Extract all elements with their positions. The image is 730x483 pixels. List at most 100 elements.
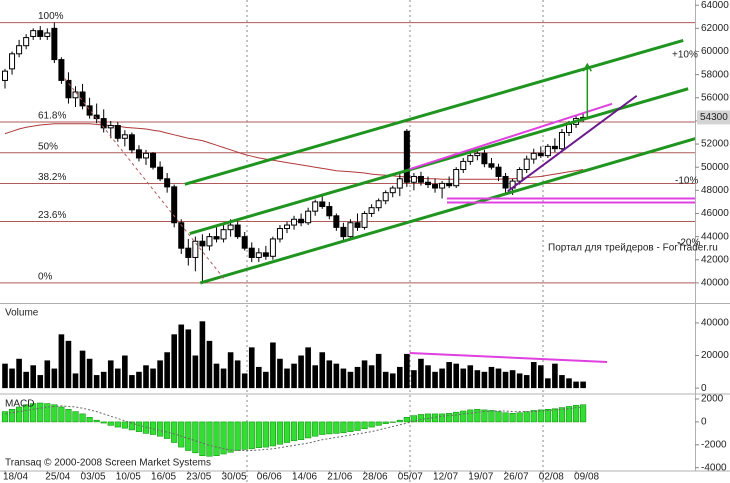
bar [206,421,213,457]
bar [326,360,333,389]
candle-body [354,222,361,228]
bar [446,413,453,423]
bar [565,406,573,423]
candle-body [298,218,305,224]
candle-body [9,53,16,70]
bar [488,366,495,389]
candle-body [382,192,389,202]
bar [72,411,79,423]
bar [474,409,481,423]
candle-body [143,152,149,159]
fib-label: 38.2% [38,172,66,183]
bar [291,363,297,389]
bar [375,353,382,389]
annotation: -20% [677,238,700,249]
y-tick-label: 64000 [701,0,729,11]
bar [44,403,51,423]
candle-body [347,222,354,238]
bar [361,421,368,430]
candle-body [269,238,276,257]
candle-body [495,166,502,177]
panel-title: Volume [5,308,39,319]
bar [305,421,312,439]
y-tick-label: 20000 [701,350,729,361]
bar [128,421,136,431]
x-tick-label: 21/06 [327,472,352,483]
fib-label: 50% [38,141,58,152]
bar [516,412,523,423]
bar [37,375,44,389]
candle-body [171,186,178,224]
bar [495,368,502,389]
bar [185,421,192,451]
bar [347,371,354,389]
bar [467,365,474,389]
x-tick-label: 02/08 [539,472,564,483]
bar [572,405,580,423]
candle-body [206,236,213,247]
bar [340,421,347,434]
bar [460,410,467,423]
trend-line [189,87,689,236]
bar [488,410,495,423]
bar [157,360,163,389]
bar [326,421,333,435]
bar [290,421,298,442]
bar [79,350,86,389]
bar [368,365,375,389]
candle-body [319,201,326,208]
candle-body [58,59,65,81]
candle-body [255,252,262,258]
bar [545,378,551,389]
candle-body [150,152,157,168]
price-panel: 100% 61.8% 50% 38.2% 23.6% 0% [0,11,695,285]
trend-line [199,137,695,285]
bar [178,324,185,389]
bar [241,421,248,450]
bar [425,365,431,389]
candle-body [467,155,474,162]
candle-body [65,79,72,99]
x-tick-label: 18/04 [3,472,28,483]
bar [566,378,572,389]
bar [122,355,128,389]
bar [72,373,79,389]
bar [65,340,72,389]
bar [248,347,255,389]
bar [30,403,37,423]
bar [474,370,481,389]
last-price-box [697,110,730,125]
bar [551,408,558,423]
candle-body [368,207,375,214]
candle-body [199,240,206,247]
panel-title: MACD [5,399,34,410]
bar [135,421,143,432]
candle-body [107,125,114,129]
bar [382,371,389,389]
bar [220,368,227,389]
candle-body [234,224,241,238]
candle-body [23,37,30,47]
bar [424,413,432,423]
candle-body [432,184,439,189]
bar [1,411,9,423]
bar [396,419,403,423]
bar [411,370,417,389]
y-tick-label: -2000 [701,439,727,450]
trend-line [409,102,613,171]
bar [453,411,460,423]
bar [460,368,467,389]
annotation: +10% [672,50,698,61]
bar [389,421,396,423]
candle-body [128,134,135,151]
candle-body [51,27,58,61]
candle-body [16,45,23,55]
bar [403,417,410,423]
bar [178,421,185,448]
bar [171,334,177,389]
bar [8,409,16,423]
bar [354,366,361,389]
trend-line [409,352,608,364]
candle-body [37,30,44,37]
